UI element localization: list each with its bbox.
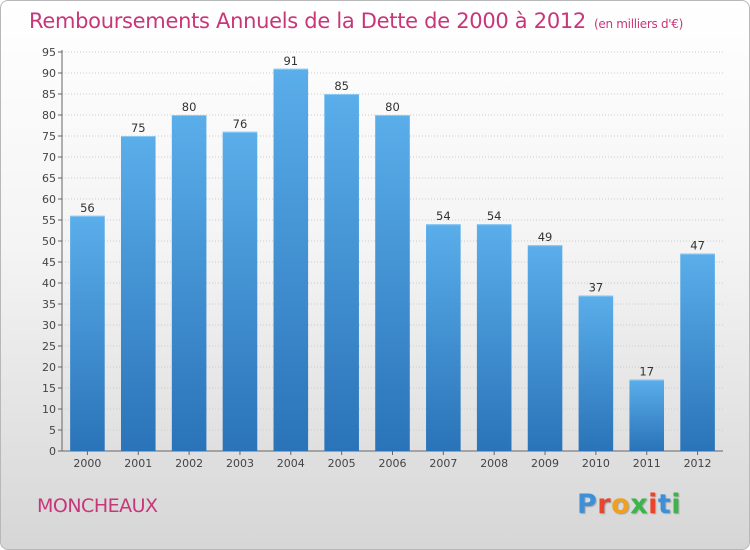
commune-name: MONCHEAUX <box>37 495 158 517</box>
y-tick-label: 55 <box>42 214 56 227</box>
logo-letter: o <box>611 489 631 520</box>
x-tick-label-2011: 2011 <box>633 457 661 470</box>
data-label-2003: 76 <box>233 117 248 131</box>
bar-2009 <box>527 245 563 451</box>
x-tick-label-2006: 2006 <box>379 457 407 470</box>
y-tick-label: 70 <box>42 151 56 164</box>
x-tick-label-2005: 2005 <box>328 457 356 470</box>
bar-2008 <box>476 224 512 451</box>
y-tick-label: 20 <box>42 361 56 374</box>
bar-2004 <box>273 68 309 452</box>
y-tick-label: 45 <box>42 256 56 269</box>
x-tick-label-2004: 2004 <box>277 457 305 470</box>
x-tick-label-2007: 2007 <box>429 457 457 470</box>
x-tick-label-2001: 2001 <box>124 457 152 470</box>
bar-2001 <box>120 136 156 451</box>
y-tick-label: 95 <box>42 46 56 59</box>
y-tick-label: 10 <box>42 403 56 416</box>
data-label-2006: 80 <box>385 100 400 114</box>
data-label-2012: 47 <box>690 239 705 253</box>
bar-2005 <box>324 94 359 451</box>
logo-letter: t <box>657 489 672 520</box>
data-label-2004: 91 <box>283 54 298 68</box>
x-tick-label-2009: 2009 <box>531 457 559 470</box>
logo-letter: x <box>630 489 649 520</box>
x-tick-label-2012: 2012 <box>684 457 712 470</box>
x-tick-label-2008: 2008 <box>480 457 508 470</box>
proxiti-logo: Proxiti <box>577 489 681 520</box>
y-tick-label: 60 <box>42 193 56 206</box>
x-tick-label-2002: 2002 <box>175 457 203 470</box>
y-tick-label: 75 <box>42 130 56 143</box>
bars <box>70 68 715 452</box>
logo-letter: r <box>597 489 612 520</box>
data-label-2007: 54 <box>436 209 451 223</box>
bar-2007 <box>426 224 461 451</box>
data-label-2001: 75 <box>131 121 146 135</box>
y-tick-label: 0 <box>49 445 56 458</box>
data-label-2009: 49 <box>538 230 553 244</box>
x-tick-label-2000: 2000 <box>73 457 101 470</box>
bar-2006 <box>375 115 410 451</box>
bar-2002 <box>171 115 207 451</box>
y-tick-label: 15 <box>42 382 56 395</box>
data-label-2010: 37 <box>589 281 604 295</box>
y-tick-label: 90 <box>42 67 56 80</box>
bar-2000 <box>70 215 105 451</box>
y-tick-label: 85 <box>42 88 56 101</box>
data-label-2008: 54 <box>487 209 502 223</box>
data-label-2000: 56 <box>80 201 95 215</box>
y-tick-label: 40 <box>42 277 56 290</box>
bar-2011 <box>629 379 665 451</box>
y-tick-label: 80 <box>42 109 56 122</box>
y-tick-label: 30 <box>42 319 56 332</box>
y-tick-label: 65 <box>42 172 56 185</box>
bar-2003 <box>222 131 258 452</box>
title-text: Remboursements Annuels de la Dette de 20… <box>29 9 586 33</box>
chart-title: Remboursements Annuels de la Dette de 20… <box>29 9 683 33</box>
logo-letter: i <box>648 489 658 520</box>
y-tick-label: 35 <box>42 298 56 311</box>
y-tick-label: 25 <box>42 340 56 353</box>
y-tick-label: 5 <box>49 424 56 437</box>
x-tick-label-2010: 2010 <box>582 457 610 470</box>
x-tick-label-2003: 2003 <box>226 457 254 470</box>
bar-2010 <box>578 295 614 451</box>
y-tick-label: 50 <box>42 235 56 248</box>
data-label-2011: 17 <box>639 365 654 379</box>
unit-note: (en milliers d'€) <box>594 17 684 31</box>
logo-letter: P <box>577 489 598 520</box>
logo-letter: i <box>671 489 682 520</box>
labels: 0 5 10 15 20 25 30 35 40 45 50 55 60 65 70 75 80 85 90 95 56… <box>42 46 712 470</box>
data-label-2002: 80 <box>182 100 197 114</box>
bar-2012 <box>680 253 715 451</box>
data-label-2005: 85 <box>334 79 349 93</box>
